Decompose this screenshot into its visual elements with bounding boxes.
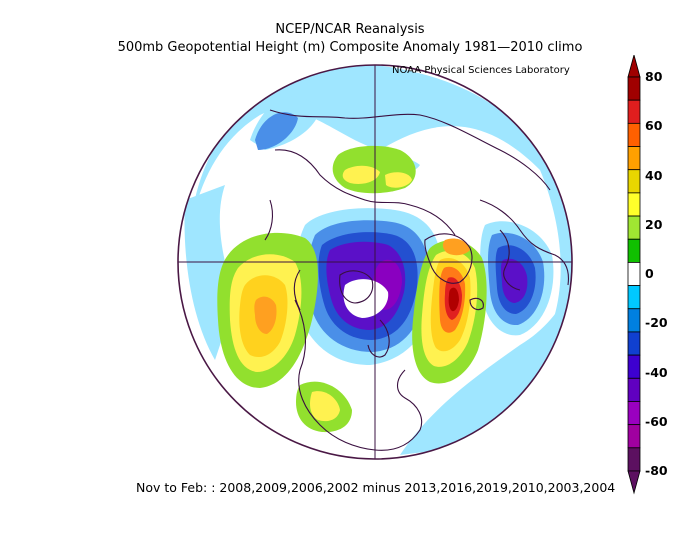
coast-hudson: [367, 319, 390, 358]
colorbar-segment: [627, 122, 641, 147]
colorbar-segment: [627, 377, 641, 402]
colorbar-segment: [627, 192, 641, 217]
positive-anomaly-north-yellow: [342, 165, 380, 184]
colorbar: [627, 55, 641, 495]
coast-japan: [264, 199, 274, 241]
negative-anomaly-outer-band: [190, 65, 572, 450]
colorbar-tick-label: -80: [645, 463, 668, 478]
colorbar-segment: [627, 331, 641, 356]
colorbar-segment: [627, 146, 641, 171]
colorbar-segment: [627, 401, 641, 426]
colorbar-segment: [627, 262, 641, 286]
positive-anomaly-greenland: [442, 238, 470, 256]
coast-alaska: [293, 269, 301, 311]
colorbar-segment: [627, 215, 641, 240]
colorbar-tick-label: -60: [645, 413, 668, 429]
colorbar-tick-label: -20: [645, 315, 668, 331]
negative-anomaly-northwest-blue: [255, 112, 298, 150]
coast-greenland: [424, 233, 473, 284]
colorbar-tick-label: 20: [645, 216, 663, 232]
colorbar-segment: [627, 99, 641, 124]
positive-anomaly-atlantic-core: [448, 287, 459, 312]
positive-anomaly-south-yellow: [310, 391, 340, 422]
credit-label: NOAA Physical Sciences Laboratory: [392, 65, 570, 76]
figure-subtitle: 500mb Geopotential Height (m) Composite …: [117, 40, 583, 55]
colorbar-tick-label: 80: [645, 69, 663, 84]
colorbar-segment: [627, 308, 641, 333]
positive-anomaly-north-east-yellow: [385, 172, 412, 188]
colorbar-segment: [627, 424, 641, 449]
colorbar-tick-label: 0: [645, 266, 654, 281]
colorbar-segment: [627, 285, 641, 310]
coast-scandinavia: [499, 229, 521, 291]
coast-siberia: [274, 149, 456, 236]
globe-boundary: [177, 64, 573, 460]
coast-arctic-islands: [339, 270, 374, 304]
colorbar-segment: [627, 238, 641, 263]
colorbar-segment: [627, 447, 641, 472]
colorbar-tick-label: 40: [645, 167, 663, 183]
negative-anomaly-east-core: [501, 258, 528, 303]
pole-neutral-patch: [343, 279, 389, 318]
anomaly-field: [184, 65, 572, 455]
positive-anomaly-west-orange: [254, 296, 277, 334]
negative-anomaly-pacific-tongue: [400, 290, 572, 455]
figure-title: NCEP/NCAR Reanalysis: [275, 22, 425, 37]
colorbar-tick-label: 60: [645, 118, 663, 134]
colorbar-segment: [627, 169, 641, 194]
colorbar-bottom-arrow: [627, 470, 641, 495]
composite-years-caption: Nov to Feb: : 2008,2009,2006,2002 minus …: [136, 480, 616, 495]
coast-eurasia-north: [269, 109, 551, 191]
colorbar-top-arrow: [627, 55, 641, 78]
colorbar-segment: [627, 76, 641, 101]
colorbar-segment: [627, 354, 641, 379]
colorbar-tick-label: -40: [645, 364, 668, 380]
coast-iceland: [469, 297, 484, 311]
coast-europe: [479, 199, 569, 286]
